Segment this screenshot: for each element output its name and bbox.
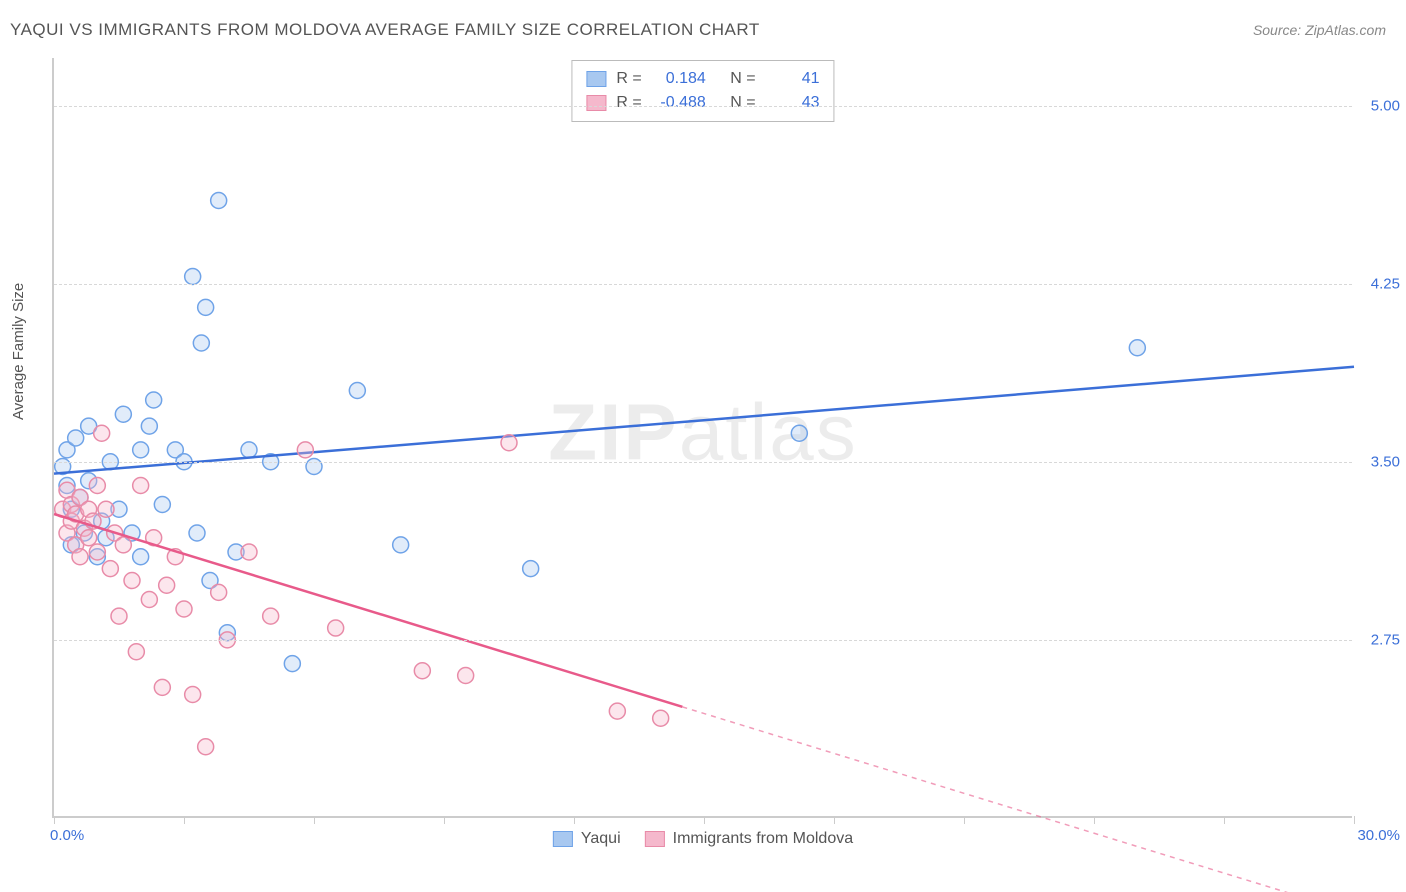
legend-item-moldova: Immigrants from Moldova	[645, 830, 854, 848]
y-axis-label: Average Family Size	[10, 283, 27, 420]
legend-stats: R = 0.184 N = 41 R = -0.488 N = 43	[571, 60, 834, 122]
legend-row-moldova: R = -0.488 N = 43	[586, 91, 819, 115]
swatch-yaqui	[586, 71, 606, 87]
x-start-label: 0.0%	[50, 827, 84, 844]
legend-item-yaqui: Yaqui	[553, 830, 621, 848]
swatch-yaqui-b	[553, 831, 573, 847]
x-end-label: 30.0%	[1357, 827, 1400, 844]
scatter-plot-svg	[54, 58, 1352, 816]
chart-plot-area: ZIPatlas R = 0.184 N = 41 R = -0.488 N =…	[52, 58, 1352, 818]
legend-series: Yaqui Immigrants from Moldova	[553, 830, 853, 848]
legend-row-yaqui: R = 0.184 N = 41	[586, 67, 819, 91]
swatch-moldova-b	[645, 831, 665, 847]
swatch-moldova	[586, 95, 606, 111]
source-attribution: Source: ZipAtlas.com	[1253, 22, 1386, 38]
chart-title: YAQUI VS IMMIGRANTS FROM MOLDOVA AVERAGE…	[10, 20, 760, 40]
